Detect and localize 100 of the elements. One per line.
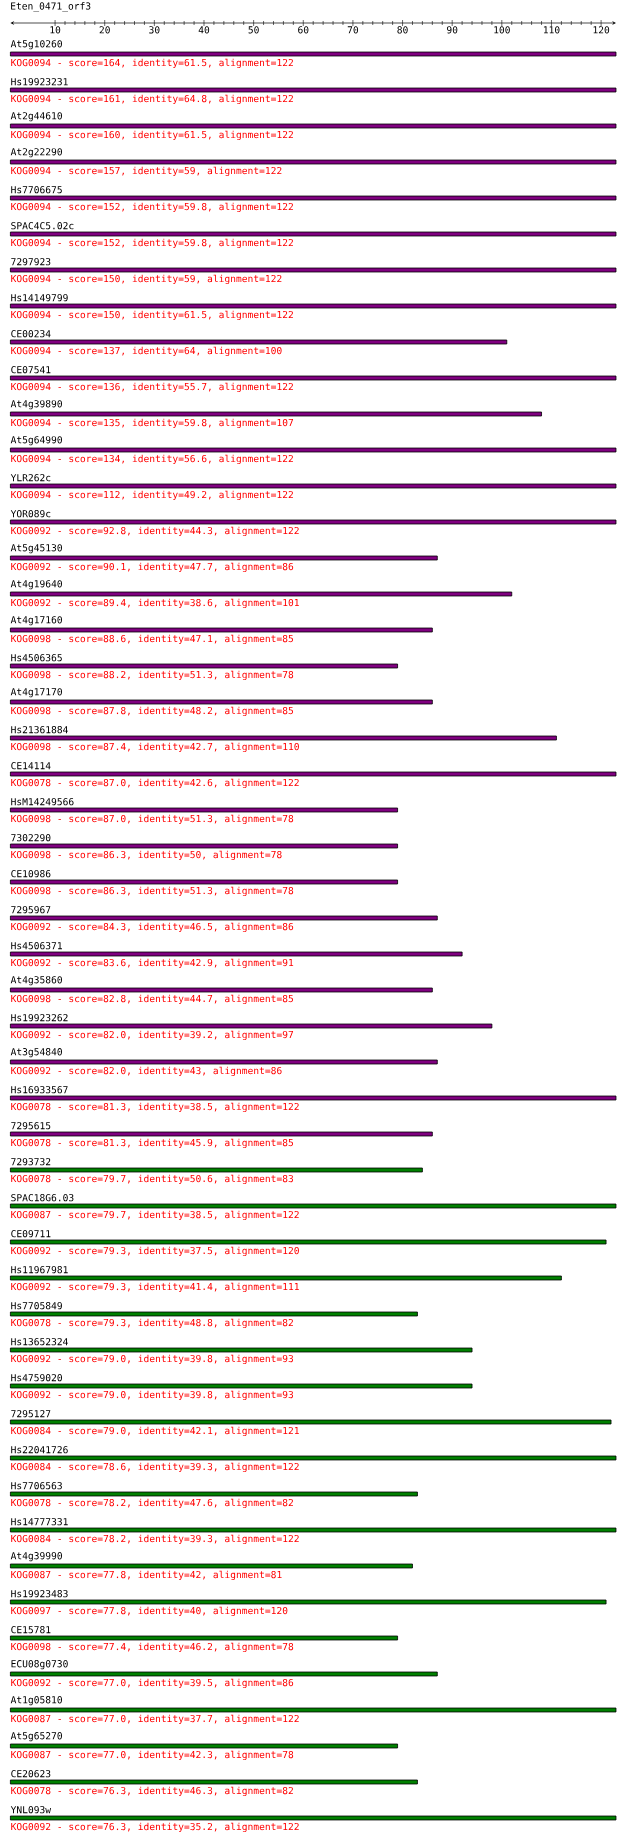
annotation: KOG0098 - score=87.8, identity=48.2, alignment=85 (11, 706, 293, 717)
annotation: KOG0094 - score=152, identity=59.8, alignment=122 (11, 202, 293, 213)
annotation: KOG0078 - score=76.3, identity=46.3, alignment=82 (11, 1786, 293, 1797)
bar (10, 1023, 493, 1029)
bar (10, 1059, 438, 1065)
y-tick-label: Hs22041726 (11, 1446, 68, 1454)
annotation: KOG0092 - score=83.6, identity=42.9, alignment=91 (11, 958, 294, 969)
y-tick-label: Hs4759020 (11, 1374, 62, 1382)
y-tick-label: ECU08g0730 (11, 1660, 68, 1670)
x-tick-label: 70 (347, 26, 359, 34)
bar (10, 1779, 418, 1785)
annotation: KOG0092 - score=79.0, identity=39.8, alignment=93 (11, 1354, 294, 1365)
x-tick-label: 80 (397, 26, 408, 34)
annotation: KOG0098 - score=86.3, identity=51.3, alignment=78 (11, 886, 294, 897)
bar (10, 195, 617, 201)
annotation: KOG0087 - score=79.7, identity=38.5, alignment=122 (11, 1210, 299, 1221)
bar (10, 519, 617, 525)
bar (10, 699, 433, 705)
bar (10, 1815, 617, 1821)
y-tick-label: At4g39990 (10, 1552, 62, 1562)
bar (10, 555, 438, 561)
annotation: KOG0094 - score=135, identity=59.8, alignment=107 (11, 418, 294, 429)
annotation: KOG0094 - score=160, identity=61.5, alignment=122 (11, 130, 293, 141)
annotation: KOG0078 - score=87.0, identity=42.6, alignment=122 (11, 778, 299, 789)
y-tick-label: CE10986 (11, 870, 51, 878)
y-tick-label: Hs7706563 (11, 1482, 62, 1490)
y-tick-label: 7295615 (11, 1122, 51, 1130)
bar (10, 807, 398, 813)
y-tick-label: HsM14249566 (11, 798, 74, 806)
annotation: KOG0094 - score=161, identity=64.8, alignment=122 (11, 94, 293, 105)
annotation: KOG0098 - score=77.4, identity=46.2, alignment=78 (11, 1642, 294, 1653)
y-tick-label: At2g22290 (10, 148, 62, 158)
bar (10, 987, 433, 993)
bar (10, 231, 617, 237)
bar (10, 1599, 607, 1605)
annotation: KOG0078 - score=81.3, identity=45.9, alignment=85 (11, 1138, 293, 1149)
annotation: KOG0084 - score=79.0, identity=42.1, alignment=121 (11, 1426, 299, 1437)
annotation: KOG0084 - score=78.6, identity=39.3, alignment=122 (11, 1462, 299, 1473)
bar (10, 411, 542, 417)
x-tick-label: 120 (593, 26, 610, 34)
bar (10, 267, 617, 273)
y-tick-label: At4g35860 (10, 976, 62, 986)
y-tick-label: Hs19923262 (11, 1014, 68, 1022)
y-tick-label: Hs13652324 (11, 1338, 68, 1346)
annotation: KOG0078 - score=79.7, identity=50.6, alignment=83 (11, 1174, 294, 1185)
x-tick-label: 50 (248, 26, 259, 34)
bar (10, 1203, 617, 1209)
y-tick-label: 7297923 (11, 258, 51, 266)
bar (10, 1527, 617, 1533)
bar (10, 447, 617, 453)
y-tick-label: CE14114 (11, 762, 51, 770)
y-tick-label: Hs4506371 (11, 942, 62, 950)
bar (10, 303, 617, 309)
bar (10, 1671, 438, 1677)
bar (10, 1707, 617, 1713)
bar (10, 1347, 473, 1353)
bar (10, 1455, 617, 1461)
y-tick-label: 7295967 (11, 906, 51, 914)
bar (10, 1311, 418, 1317)
annotation: KOG0078 - score=79.3, identity=48.8, alignment=82 (11, 1318, 293, 1329)
annotation: KOG0092 - score=76.3, identity=35.2, alignment=122 (11, 1822, 299, 1833)
bar (10, 1095, 617, 1101)
y-tick-label: 7293732 (11, 1158, 51, 1166)
annotation: KOG0092 - score=79.3, identity=37.5, alignment=120 (11, 1246, 299, 1257)
annotation: KOG0078 - score=78.2, identity=47.6, alignment=82 (11, 1498, 293, 1509)
y-tick-label: At5g64990 (10, 436, 62, 446)
bar (10, 951, 463, 957)
bar (10, 591, 513, 597)
y-tick-label: At3g54840 (10, 1048, 62, 1058)
annotation: KOG0078 - score=81.3, identity=38.5, alignment=122 (11, 1102, 299, 1113)
y-tick-label: At4g17170 (10, 688, 62, 698)
y-tick-label: At2g44610 (10, 112, 62, 122)
bar (10, 339, 508, 345)
y-tick-label: YOR089c (10, 510, 51, 518)
y-tick-label: Hs4506365 (11, 654, 62, 662)
annotation: KOG0094 - score=157, identity=59, alignment=122 (11, 166, 282, 177)
y-tick-label: CE09711 (11, 1230, 51, 1238)
y-tick-label: At5g10260 (10, 40, 62, 50)
bar (10, 735, 557, 741)
y-tick-label: Hs14149799 (11, 294, 68, 302)
y-tick-label: 7295127 (11, 1410, 51, 1418)
x-tick-label: 40 (198, 26, 210, 34)
annotation: KOG0094 - score=134, identity=56.6, alignment=122 (11, 454, 293, 465)
y-tick-label: 7302290 (11, 834, 51, 842)
bar (10, 159, 617, 165)
bar (10, 1419, 612, 1425)
y-tick-label: At4g19640 (10, 580, 62, 590)
annotation: KOG0087 - score=77.0, identity=37.7, alignment=122 (11, 1714, 299, 1725)
bar (10, 51, 617, 57)
y-tick-label: At4g17160 (10, 616, 62, 626)
annotation: KOG0092 - score=82.0, identity=39.2, alignment=97 (11, 1030, 294, 1041)
x-tick-label: 100 (494, 26, 510, 34)
bar (10, 879, 398, 885)
x-tick-label: 10 (50, 26, 61, 34)
y-tick-label: CE20623 (11, 1770, 51, 1778)
annotation: KOG0092 - score=79.0, identity=39.8, alignment=93 (11, 1390, 294, 1401)
bar (10, 915, 438, 921)
bar (10, 663, 398, 669)
annotation: KOG0094 - score=152, identity=59.8, alignment=122 (11, 238, 293, 249)
y-tick-label: Hs19923483 (11, 1590, 68, 1598)
